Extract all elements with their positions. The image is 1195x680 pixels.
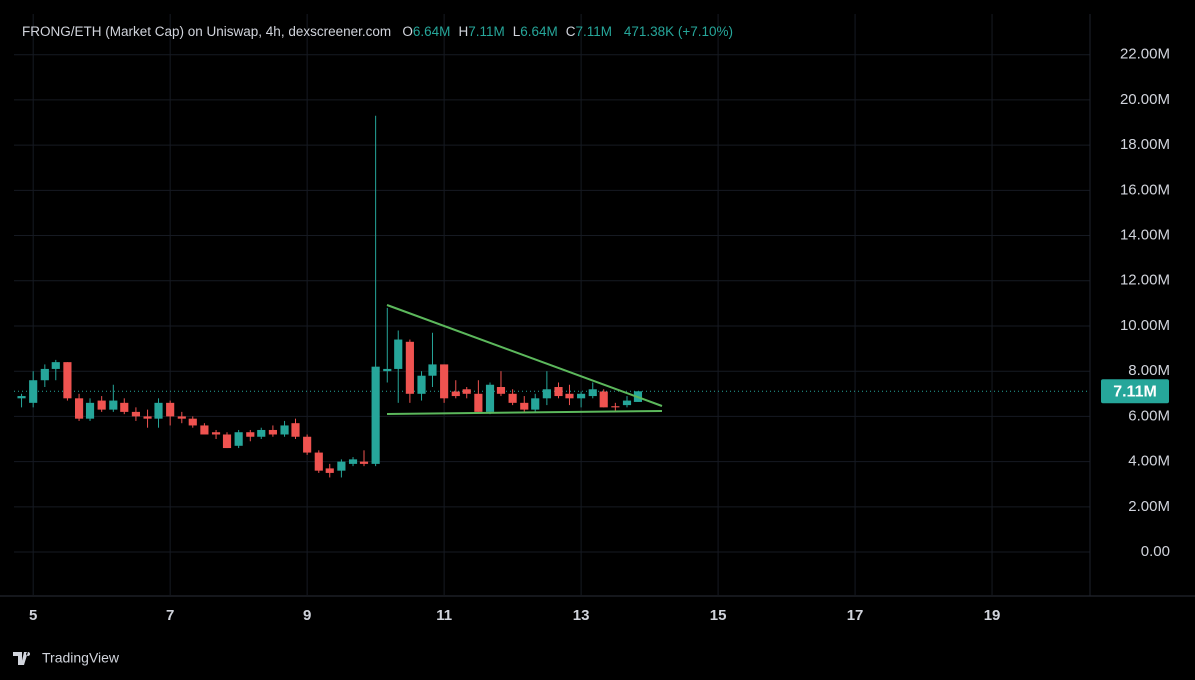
candle-body	[394, 339, 403, 369]
candle-body	[291, 423, 300, 437]
y-tick-label: 8.00M	[1128, 362, 1170, 379]
candle-body	[496, 387, 506, 394]
candle-body	[280, 425, 289, 435]
candle-body	[85, 402, 95, 419]
candle-body	[177, 416, 186, 419]
legend: FRONG/ETH (Market Cap) on Uniswap, 4h, d…	[22, 24, 741, 39]
y-tick-label: 6.00M	[1128, 407, 1170, 424]
candle-body	[428, 364, 437, 376]
candle-body	[40, 368, 49, 381]
last-price-box	[1101, 379, 1169, 404]
candle-body	[222, 434, 232, 449]
candle-body	[51, 362, 60, 369]
trend-line	[386, 304, 663, 407]
y-tick-label: 16.00M	[1120, 181, 1170, 198]
ohlc-key: L	[512, 24, 521, 39]
candle-body	[383, 368, 392, 372]
candle-body	[508, 393, 517, 403]
brand-logo	[13, 652, 31, 665]
candle-body	[405, 341, 414, 394]
x-tick-label: 11	[436, 607, 452, 624]
x-tick-label: 5	[29, 607, 37, 624]
y-tick-label: 14.00M	[1120, 227, 1170, 244]
candle-body	[520, 402, 529, 410]
candle-body	[599, 391, 608, 408]
candle-body	[474, 393, 483, 412]
x-tick-label: 13	[573, 607, 590, 624]
y-tick-label: 18.00M	[1120, 136, 1170, 153]
candle-body	[314, 452, 323, 471]
candle-body	[74, 398, 84, 419]
y-tick-label: 12.00M	[1120, 272, 1170, 289]
ohlc-key: C	[565, 24, 576, 39]
candle-body	[109, 400, 118, 410]
ohlc: O6.64M H7.11M L6.64M C7.11M	[402, 24, 620, 39]
candle-body	[348, 459, 358, 464]
candle-body	[611, 406, 620, 408]
candle-body	[325, 468, 334, 473]
y-tick-label: 22.00M	[1120, 46, 1170, 63]
y-tick-label: 2.00M	[1128, 498, 1170, 515]
candle-body	[337, 461, 346, 471]
ohlc-value: 6.64M	[520, 24, 558, 39]
candle-body	[120, 402, 129, 412]
candle-body	[200, 425, 209, 435]
candle-body	[63, 362, 72, 399]
y-tick-label: 0.00	[1141, 543, 1170, 560]
ohlc-value: 7.11M	[575, 24, 613, 39]
candle-body	[188, 418, 197, 426]
y-tick-label: 20.00M	[1120, 91, 1170, 108]
trend-line	[386, 410, 663, 415]
candle-body	[565, 393, 574, 399]
candle-body	[485, 384, 495, 412]
candle-body	[417, 375, 426, 394]
candle-body	[257, 429, 266, 437]
y-tick-label: 4.00M	[1128, 453, 1170, 470]
x-tick-label: 19	[984, 607, 1001, 624]
candle-body	[542, 389, 551, 399]
candle-body	[440, 364, 449, 399]
candle-body	[303, 436, 312, 453]
candle-body	[451, 391, 460, 397]
candle-body	[166, 402, 175, 417]
candle-body	[371, 366, 380, 464]
title: FRONG/ETH (Market Cap) on Uniswap, 4h, d…	[22, 24, 392, 39]
candle-body	[268, 429, 277, 435]
ohlc-key: O	[402, 24, 413, 39]
candle-body	[29, 380, 38, 403]
candle-body	[211, 432, 221, 435]
candle-body	[554, 387, 563, 397]
candle-body	[17, 396, 26, 399]
change: 471.38K (+7.10%)	[623, 24, 734, 39]
brand: TradingView	[42, 650, 120, 666]
candle-body	[97, 400, 106, 410]
y-tick-label: 10.00M	[1120, 317, 1170, 334]
candle-body	[622, 400, 632, 406]
x-tick-label: 7	[166, 607, 174, 624]
x-tick-label: 17	[847, 607, 864, 624]
candle-body	[577, 393, 586, 399]
x-tick-label: 15	[710, 607, 727, 624]
candle-body	[131, 411, 140, 417]
candle-body	[234, 432, 243, 446]
ohlc-key: H	[458, 24, 469, 39]
x-tick-label: 9	[303, 607, 311, 624]
candle-body	[359, 461, 369, 464]
ohlc-value: 6.64M	[412, 24, 451, 39]
candle-body	[154, 402, 163, 419]
candle-body	[462, 389, 471, 394]
candle-body	[531, 398, 540, 410]
plot-layer: 0.00 2.00M 4.00M 6.00M 8.00M 10.00M 12.00M 14.0…	[14, 14, 1170, 624]
candle-body	[143, 416, 152, 419]
candle-body	[588, 389, 597, 397]
candle-body	[246, 432, 255, 437]
last-price-label: 7.11M	[1113, 384, 1157, 401]
ohlc-value: 7.11M	[468, 24, 505, 39]
